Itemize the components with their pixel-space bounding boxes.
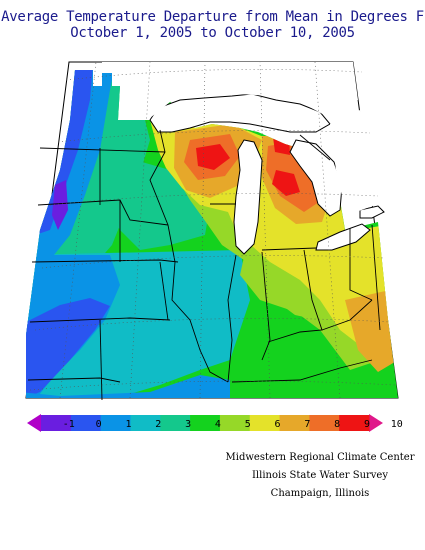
legend-right-arrow	[369, 414, 383, 432]
legend-tick-label: 1	[125, 419, 131, 430]
legend-swatch	[190, 415, 221, 431]
legend-tick-label: 3	[185, 419, 191, 430]
legend-tick-label: 4	[215, 419, 221, 430]
map-title: Average Temperature Departure from Mean …	[1, 9, 424, 25]
legend-tick-label: 2	[155, 419, 161, 430]
legend-tick-label: 5	[245, 419, 251, 430]
legend-swatch	[249, 415, 281, 431]
legend-labels: -1 0 1 2 3 4 5 6 7 8 9 10	[63, 419, 403, 430]
legend-tick-label: 0	[96, 419, 102, 430]
legend-left-arrow	[27, 414, 41, 432]
legend-swatch	[41, 415, 72, 431]
legend-swatch	[339, 415, 370, 431]
credit-survey: Illinois State Water Survey	[251, 470, 388, 481]
legend-tick-label: 7	[304, 419, 310, 430]
lat-lon-grid	[29, 61, 396, 399]
legend-tick-label: 8	[334, 419, 340, 430]
legend-swatch	[160, 415, 191, 431]
legend-swatches	[41, 415, 370, 431]
legend-tick-label: 9	[364, 419, 370, 430]
legend-swatch	[279, 415, 310, 431]
outside-region-canada	[102, 62, 378, 212]
legend-tick-label: -1	[63, 419, 75, 430]
map-date-range: October 1, 2005 to October 10, 2005	[70, 25, 355, 41]
credit-location: Champaign, Illinois	[270, 488, 370, 499]
color-legend: -1 0 1 2 3 4 5 6 7 8 9 10	[27, 414, 403, 432]
legend-swatch	[309, 415, 340, 431]
legend-swatch	[130, 415, 161, 431]
lake-superior	[149, 93, 331, 133]
lake-erie	[315, 223, 371, 251]
lake-ontario	[359, 205, 385, 219]
legend-tick-label: 6	[275, 419, 281, 430]
legend-swatch	[100, 415, 131, 431]
lake-michigan	[233, 139, 263, 255]
legend-swatch	[219, 415, 251, 431]
state-borders	[27, 129, 381, 401]
legend-swatch	[70, 415, 102, 431]
legend-tick-label: 10	[391, 419, 403, 430]
credit-organization: Midwestern Regional Climate Center	[225, 452, 415, 463]
